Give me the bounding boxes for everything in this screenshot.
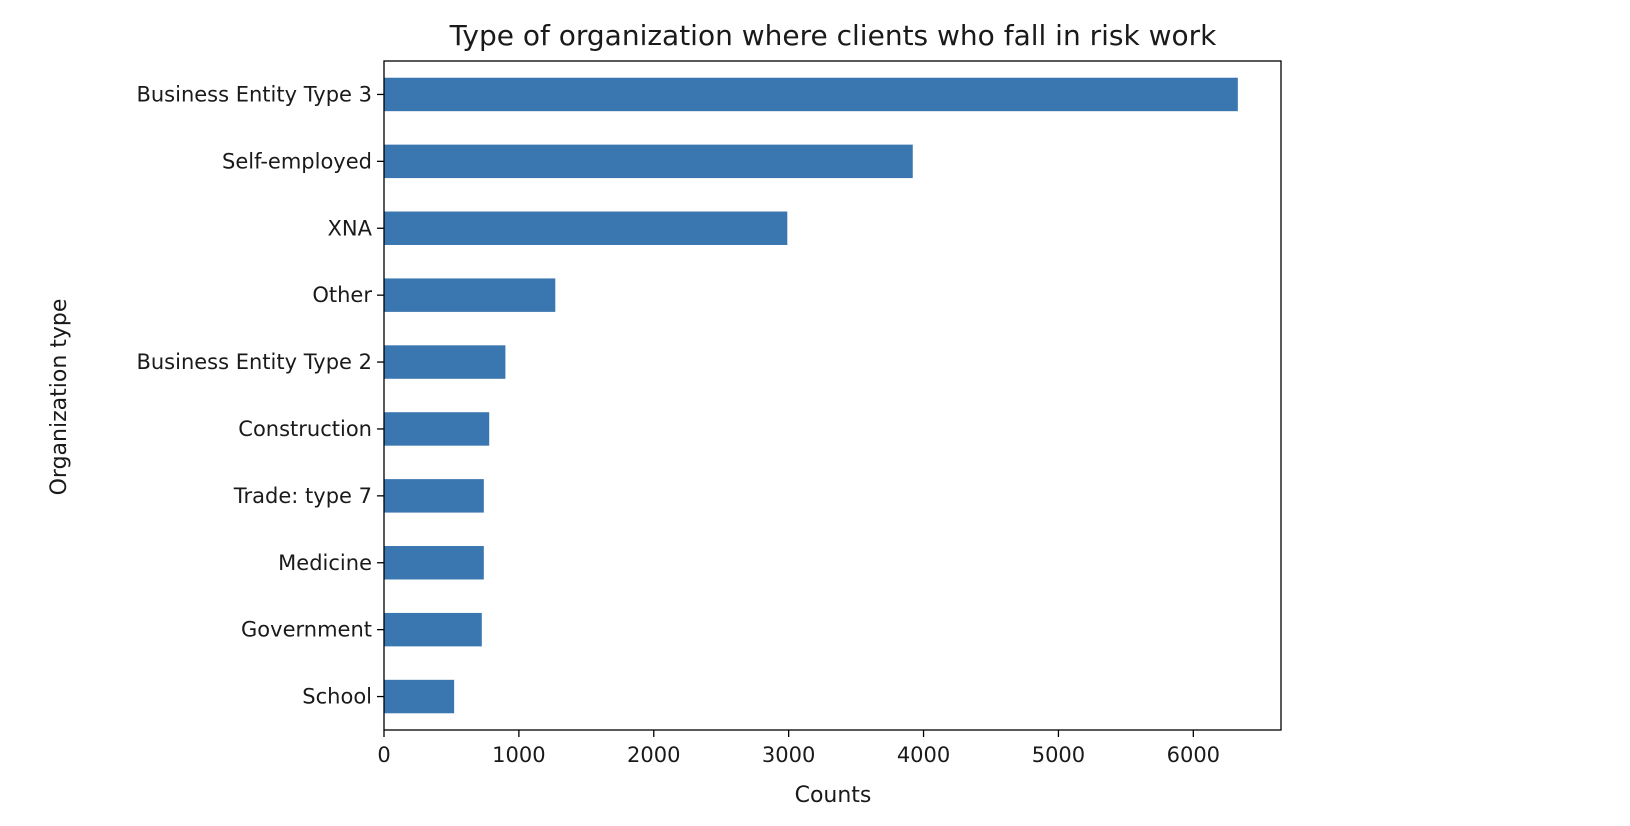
- y-tick-label: Medicine: [278, 551, 372, 575]
- bars-group: [384, 77, 1238, 714]
- bar: [384, 679, 455, 714]
- x-tick-label: 2000: [627, 743, 680, 767]
- y-tick-label: Business Entity Type 2: [136, 350, 372, 374]
- y-tick-label: Other: [312, 283, 372, 307]
- y-tick-label: Government: [241, 618, 372, 642]
- chart-title: Type of organization where clients who f…: [449, 19, 1218, 52]
- y-tick-label: Trade: type 7: [233, 484, 372, 508]
- y-tick-label: School: [302, 685, 372, 709]
- x-tick-label: 1000: [492, 743, 545, 767]
- bar: [384, 345, 506, 379]
- x-axis-ticks: 0 1000 2000 3000 4000 5000 6000: [377, 730, 1220, 767]
- bar: [384, 211, 788, 245]
- y-axis-ticks: Business Entity Type 3 Self-employed XNA Ot…: [136, 82, 384, 709]
- bar: [384, 412, 490, 446]
- bar: [384, 144, 913, 179]
- y-tick-label: XNA: [328, 216, 373, 240]
- y-tick-label: Business Entity Type 3: [136, 82, 372, 106]
- y-axis-label: Organization type: [47, 299, 72, 496]
- plot-frame: [383, 60, 1282, 731]
- bar: [384, 278, 556, 312]
- bar: [384, 612, 482, 647]
- x-axis-label: Counts: [795, 783, 872, 808]
- x-tick-label: 4000: [897, 743, 950, 767]
- x-tick-label: 6000: [1167, 743, 1220, 767]
- bar: [384, 479, 484, 513]
- x-tick-label: 0: [377, 743, 390, 767]
- bar: [384, 77, 1238, 112]
- y-tick-label: Self-employed: [222, 149, 372, 173]
- x-tick-label: 5000: [1032, 743, 1085, 767]
- bar: [384, 546, 484, 580]
- y-tick-label: Construction: [238, 417, 372, 441]
- x-tick-label: 3000: [762, 743, 815, 767]
